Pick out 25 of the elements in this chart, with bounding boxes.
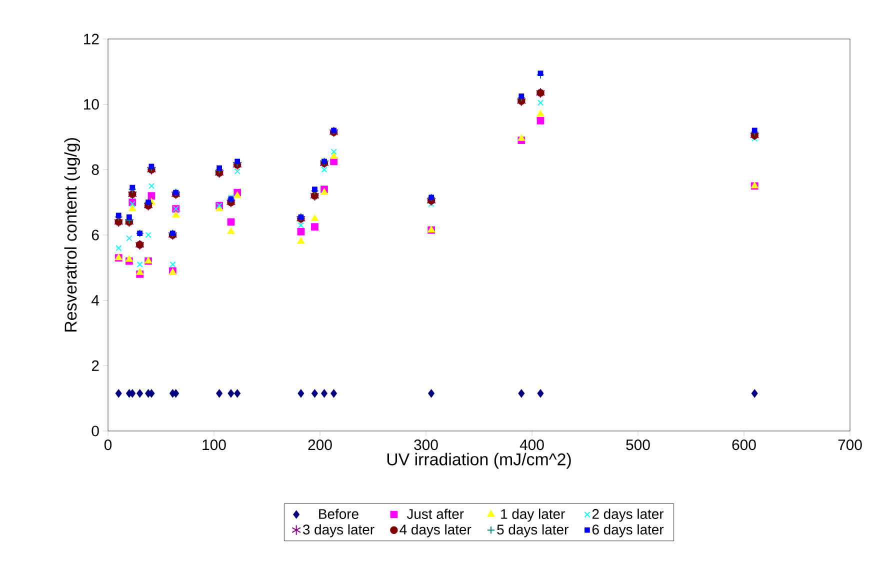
x-tick-label: 700 [838, 440, 862, 450]
y-tick-label: 12 [84, 34, 99, 44]
legend-label: 5 days later [497, 524, 568, 538]
x-axis-title: UV irradiation (mJ/cm^2) [387, 452, 571, 469]
legend-label: 6 days later [592, 524, 664, 538]
legend-label: 3 days later [302, 524, 374, 538]
y-tick-label: 2 [92, 360, 99, 371]
y-tick-label: 4 [92, 295, 100, 306]
y-axis-title: Resveratrol content (ug/g) [64, 138, 80, 332]
x-tick-label: 600 [732, 440, 756, 450]
legend-label: Before [319, 508, 358, 519]
legend-label: 4 days later [400, 524, 472, 538]
x-tick-label: 0 [104, 440, 112, 450]
x-tick-label: 400 [520, 440, 544, 450]
y-tick-label: 6 [92, 230, 99, 240]
legend-label: 2 days later [592, 508, 664, 522]
x-tick-label: 100 [202, 440, 226, 450]
y-tick-label: 10 [84, 99, 99, 110]
legend-label: Just after [406, 508, 464, 519]
x-tick-label: 500 [626, 440, 650, 450]
x-tick-label: 200 [308, 440, 332, 450]
y-tick-label: 0 [92, 426, 99, 436]
x-tick-label: 300 [414, 440, 438, 450]
legend-label: 1 day later [501, 508, 565, 522]
y-tick-label: 8 [92, 164, 99, 175]
